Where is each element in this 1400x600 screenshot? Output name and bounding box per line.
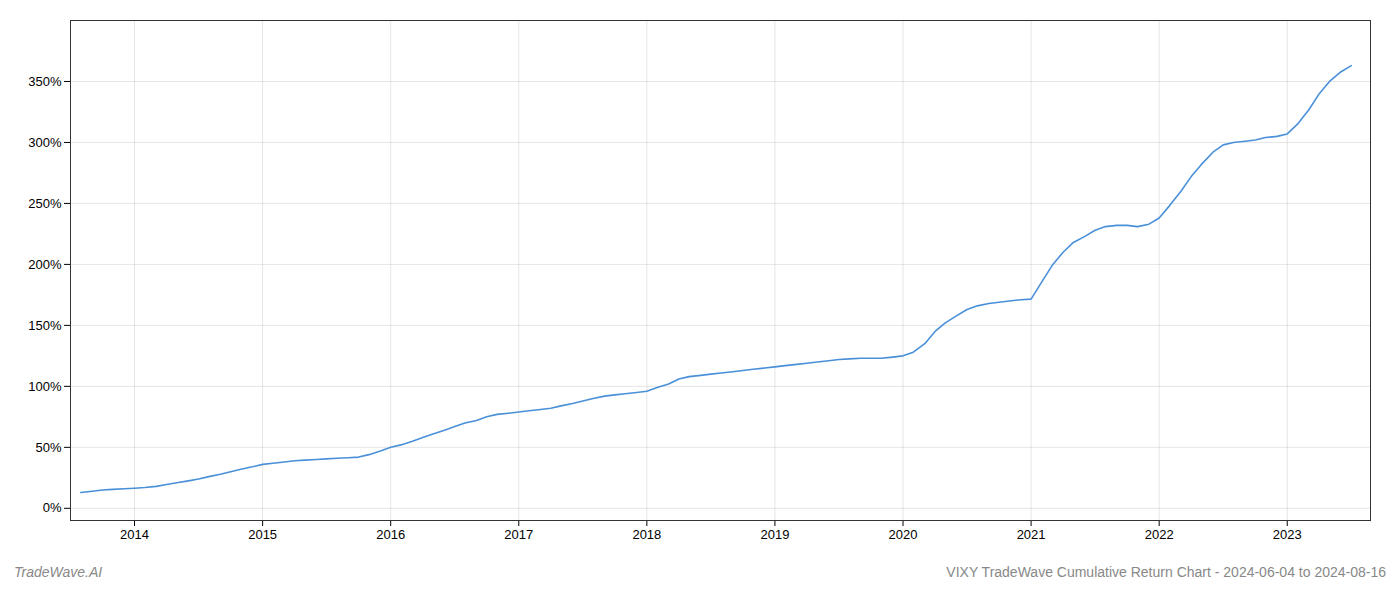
svg-text:2020: 2020 xyxy=(889,527,918,542)
html-text:VIXY TradeWave Cumulative Retu: VIXY TradeWave Cumulative Return Chart -… xyxy=(946,564,1386,580)
svg-text:350%: 350% xyxy=(28,74,62,89)
svg-text:250%: 250% xyxy=(28,196,62,211)
svg-text:2021: 2021 xyxy=(1017,527,1046,542)
svg-text:0%: 0% xyxy=(43,500,62,515)
svg-text:150%: 150% xyxy=(28,318,62,333)
svg-text:2017: 2017 xyxy=(504,527,533,542)
svg-text:50%: 50% xyxy=(35,439,61,454)
svg-text:2019: 2019 xyxy=(760,527,789,542)
svg-text:2016: 2016 xyxy=(376,527,405,542)
html-text:TradeWave.AI: TradeWave.AI xyxy=(14,564,103,580)
svg-text:300%: 300% xyxy=(28,135,62,150)
svg-text:2014: 2014 xyxy=(120,527,149,542)
svg-text:2015: 2015 xyxy=(248,527,277,542)
svg-text:100%: 100% xyxy=(28,379,62,394)
svg-text:2018: 2018 xyxy=(632,527,661,542)
svg-text:2022: 2022 xyxy=(1145,527,1174,542)
svg-text:2023: 2023 xyxy=(1273,527,1302,542)
svg-text:200%: 200% xyxy=(28,257,62,272)
